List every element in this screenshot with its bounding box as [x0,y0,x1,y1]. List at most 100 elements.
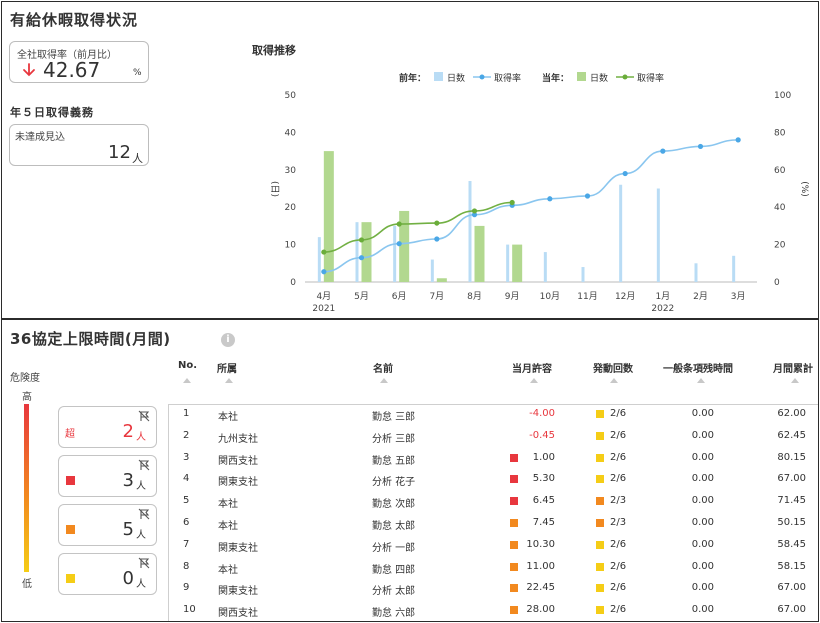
legend-prev-rate-swatch [473,74,491,80]
cell-total: 67.00 [777,582,806,594]
cell-name: 勤怠 五郎 [372,455,416,467]
y-left-tick-label: 50 [285,91,297,101]
company-rate-card[interactable]: 全社取得率（前月比） 42.67 % [9,41,149,83]
cell-count: 2/6 [610,429,627,441]
y-right-tick-label: 0 [774,278,780,288]
leave-panel: 有給休暇取得状況 全社取得率（前月比） 42.67 % 年５日取得義務 未達成見… [1,1,819,319]
point [321,269,327,275]
cell-remain: 0.00 [691,560,714,572]
cell-no: 9 [183,582,190,594]
count-status-marker [596,584,604,593]
bar [732,255,736,282]
table-left-border [168,404,169,621]
cell-dept: 九州支社 [218,433,258,445]
arrow-down-icon [23,63,35,77]
cell-remain: 0.00 [691,538,714,550]
five-day-label: 未達成見込 [15,132,65,143]
cell-remain: 0.00 [691,495,714,507]
cell-no: 4 [183,473,190,485]
cell-allow: 7.45 [532,517,555,528]
allow-status-marker [510,453,518,462]
risk-level-marker [66,476,75,485]
flag-off-icon[interactable] [138,508,150,520]
sort-icon[interactable] [225,378,233,383]
bar [430,259,434,282]
col-header-name[interactable]: 名前 [373,364,393,375]
sort-icon[interactable] [791,378,799,383]
cell-remain: 0.00 [691,429,714,441]
table-row[interactable]: 8 本社 勤怠 四郎 11.00 2/6 0.00 58.15 [170,557,818,579]
cell-total: 62.00 [777,408,806,419]
x-year-label: 2022 [651,304,674,314]
allow-status-marker [510,562,518,571]
table-row[interactable]: 5 本社 勤怠 次郎 6.45 2/3 0.00 71.45 [170,491,818,513]
cell-no: 7 [183,538,190,550]
flag-off-icon[interactable] [138,410,150,422]
allow-status-marker [510,540,518,549]
legend-prev-rate: 取得率 [494,74,522,84]
col-header-remain[interactable]: 一般条項残時間 [663,364,733,375]
cell-allow: 28.00 [526,604,555,616]
allow-status-marker [510,519,518,527]
flag-off-icon[interactable] [138,557,150,569]
y-right-tick-label: 20 [774,241,786,251]
legend-prev-days: 日数 [447,74,466,84]
bar [355,222,359,282]
cell-no: 10 [183,604,196,616]
table-row[interactable]: 3 関西支社 勤怠 五郎 1.00 2/6 0.00 80.15 [170,448,818,470]
point [547,196,553,202]
point [735,137,741,143]
y-right-tick-label: 80 [774,128,786,138]
col-header-no[interactable]: No. [178,360,198,371]
cell-remain: 0.00 [691,473,714,485]
cell-allow: 22.45 [526,582,555,594]
allow-status-marker [510,606,518,615]
point [396,221,402,227]
col-header-allow[interactable]: 当月許容 [512,364,552,375]
cell-allow: 11.00 [526,560,555,572]
col-header-dept[interactable]: 所属 [217,364,237,375]
count-status-marker [596,606,604,615]
y-right-tick-label: 40 [774,203,786,213]
risk-card-count: 3 [122,470,134,491]
y-right-tick-label: 100 [774,91,791,101]
legend-curr-rate-swatch [616,74,634,80]
sort-icon[interactable] [380,378,388,383]
col-header-total[interactable]: 月間累計 [773,364,813,375]
table-row[interactable]: 2 九州支社 分析 三郎 -0.45 2/6 0.00 62.45 [170,426,818,448]
y-left-tick-label: 20 [285,203,297,213]
cell-name: 勤怠 六郎 [372,608,416,620]
cell-name: 勤怠 次郎 [372,499,416,511]
sort-icon[interactable] [610,378,618,383]
bar [581,267,585,282]
x-tick-label: 2月 [693,291,708,302]
flag-off-icon[interactable] [138,459,150,471]
col-header-count[interactable]: 発動回数 [593,364,633,375]
cell-dept: 本社 [218,521,238,532]
cell-allow: 6.45 [532,495,555,507]
allow-status-marker [510,584,518,593]
sort-icon[interactable] [530,378,538,383]
cell-name: 分析 太郎 [372,586,416,598]
cell-count: 2/6 [610,538,627,550]
five-day-card[interactable]: 未達成見込 12 人 [9,124,149,166]
sort-icon[interactable] [183,378,191,383]
sort-icon[interactable] [697,378,705,383]
risk-level-marker [66,574,75,583]
cell-name: 分析 三郎 [372,433,416,445]
info-icon[interactable]: i [221,333,235,347]
table-row[interactable]: 10 関西支社 勤怠 六郎 28.00 2/6 0.00 67.00 [170,600,818,621]
bar [436,278,447,282]
table-row[interactable]: 6 本社 勤怠 太郎 7.45 2/3 0.00 50.15 [170,513,818,535]
cell-no: 1 [183,408,190,419]
table-row[interactable]: 7 関東支社 分析 一郎 10.30 2/6 0.00 58.45 [170,535,818,557]
risk-card-count: 2 [122,421,134,442]
cell-dept: 関東支社 [218,586,258,598]
table-row[interactable]: 4 関東支社 分析 花子 5.30 2/6 0.00 67.00 [170,469,818,491]
table-row[interactable]: 9 関東支社 分析 太郎 22.45 2/6 0.00 67.00 [170,578,818,600]
table-row[interactable]: 1 本社 勤怠 三郎 -4.00 2/6 0.00 62.00 [170,404,818,426]
